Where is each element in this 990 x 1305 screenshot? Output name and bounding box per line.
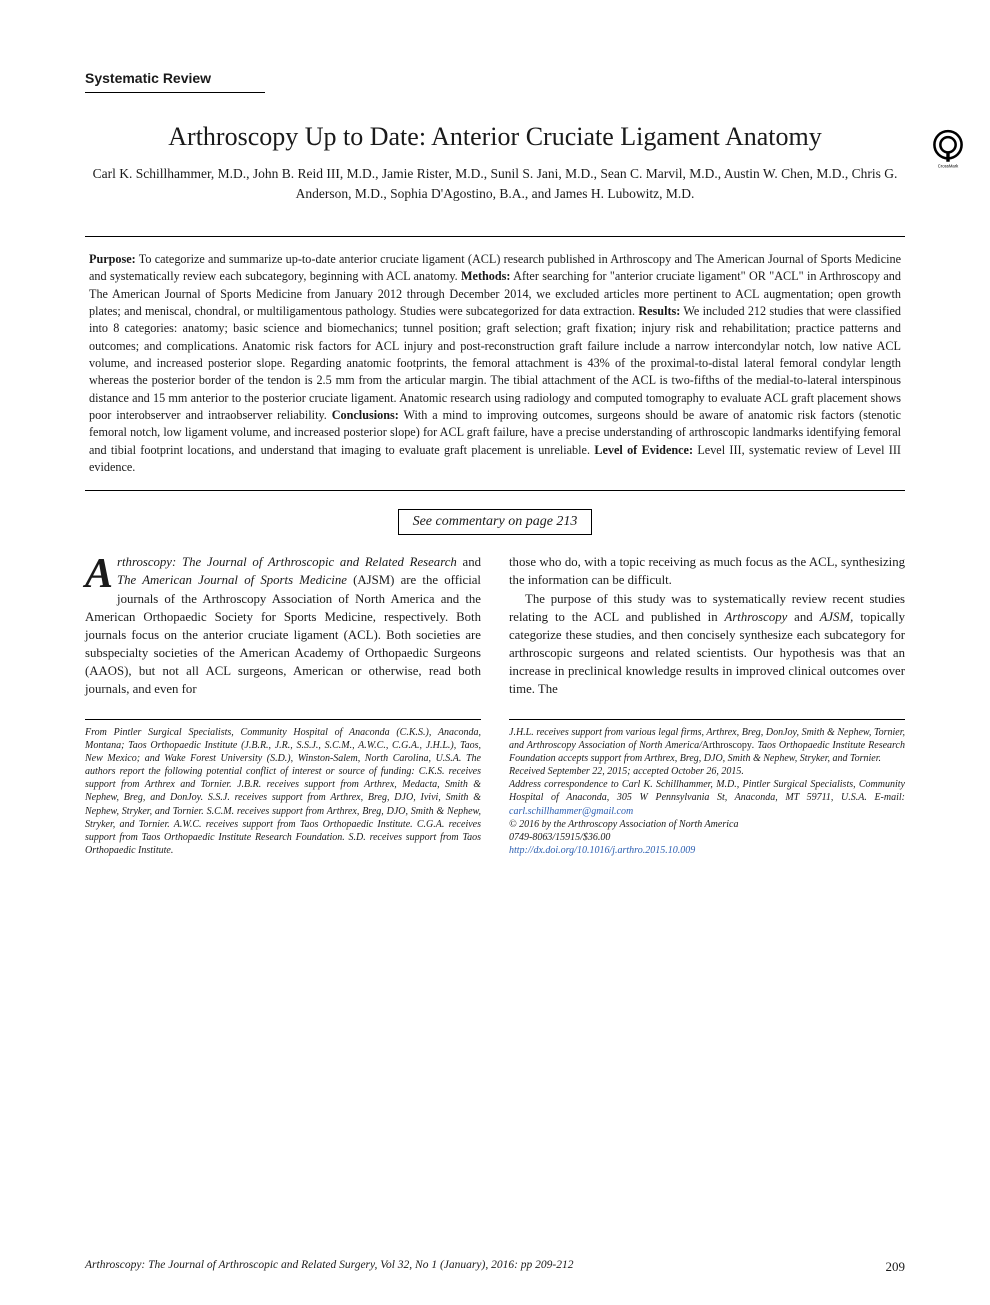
results-text: We included 212 studies that were classi… xyxy=(89,304,901,422)
email-link[interactable]: carl.schillhammer@gmail.com xyxy=(509,806,633,817)
abstract: Purpose: To categorize and summarize up-… xyxy=(85,236,905,491)
journal-name-2: The American Journal of Sports Medicine xyxy=(117,573,347,587)
body-para-1: Arthroscopy: The Journal of Arthroscopic… xyxy=(85,553,481,698)
purpose-label: Purpose: xyxy=(89,252,136,266)
section-label: Systematic Review xyxy=(85,70,265,93)
footnote-received: Received September 22, 2015; accepted Oc… xyxy=(509,766,744,777)
footnotes: From Pintler Surgical Specialists, Commu… xyxy=(85,719,905,858)
loe-label: Level of Evidence: xyxy=(594,443,693,457)
journal-name-4: AJSM xyxy=(820,610,851,624)
page-number: 209 xyxy=(886,1259,906,1275)
dropcap: A xyxy=(85,553,117,593)
results-label: Results: xyxy=(638,304,680,318)
footnote-right: J.H.L. receives support from various leg… xyxy=(509,719,905,858)
body-columns: Arthroscopy: The Journal of Arthroscopic… xyxy=(85,553,905,698)
body-column-right: those who do, with a topic receiving as … xyxy=(509,553,905,698)
footnote-left: From Pintler Surgical Specialists, Commu… xyxy=(85,719,481,858)
body-text: and xyxy=(457,555,481,569)
methods-label: Methods: xyxy=(461,269,510,283)
footer-citation: Arthroscopy: The Journal of Arthroscopic… xyxy=(85,1259,573,1275)
conclusions-label: Conclusions: xyxy=(332,408,399,422)
body-text: (AJSM) are the official journals of the … xyxy=(85,573,481,696)
body-para-2: those who do, with a topic receiving as … xyxy=(509,553,905,589)
body-column-left: Arthroscopy: The Journal of Arthroscopic… xyxy=(85,553,481,698)
article-title: Arthroscopy Up to Date: Anterior Cruciat… xyxy=(85,121,905,154)
page-footer: Arthroscopy: The Journal of Arthroscopic… xyxy=(85,1259,905,1275)
crossmark-icon[interactable]: CrossMark xyxy=(931,129,965,163)
journal-name-1: rthroscopy: The Journal of Arthroscopic … xyxy=(117,555,457,569)
svg-text:CrossMark: CrossMark xyxy=(938,164,959,169)
journal-name-3: Arthroscopy xyxy=(725,610,788,624)
commentary-link[interactable]: See commentary on page 213 xyxy=(398,509,593,535)
body-para-3: The purpose of this study was to systema… xyxy=(509,590,905,699)
authors: Carl K. Schillhammer, M.D., John B. Reid… xyxy=(85,164,905,205)
footnote-issn: 0749-8063/15915/$36.00 xyxy=(509,832,610,843)
footnote-copyright: © 2016 by the Arthroscopy Association of… xyxy=(509,819,738,830)
body-text: and xyxy=(787,610,819,624)
footnote-journal: Arthroscopy xyxy=(702,740,752,751)
doi-link[interactable]: http://dx.doi.org/10.1016/j.arthro.2015.… xyxy=(509,845,695,856)
title-block: CrossMark Arthroscopy Up to Date: Anteri… xyxy=(85,121,905,204)
footnote-address: Address correspondence to Carl K. Schill… xyxy=(509,779,905,803)
